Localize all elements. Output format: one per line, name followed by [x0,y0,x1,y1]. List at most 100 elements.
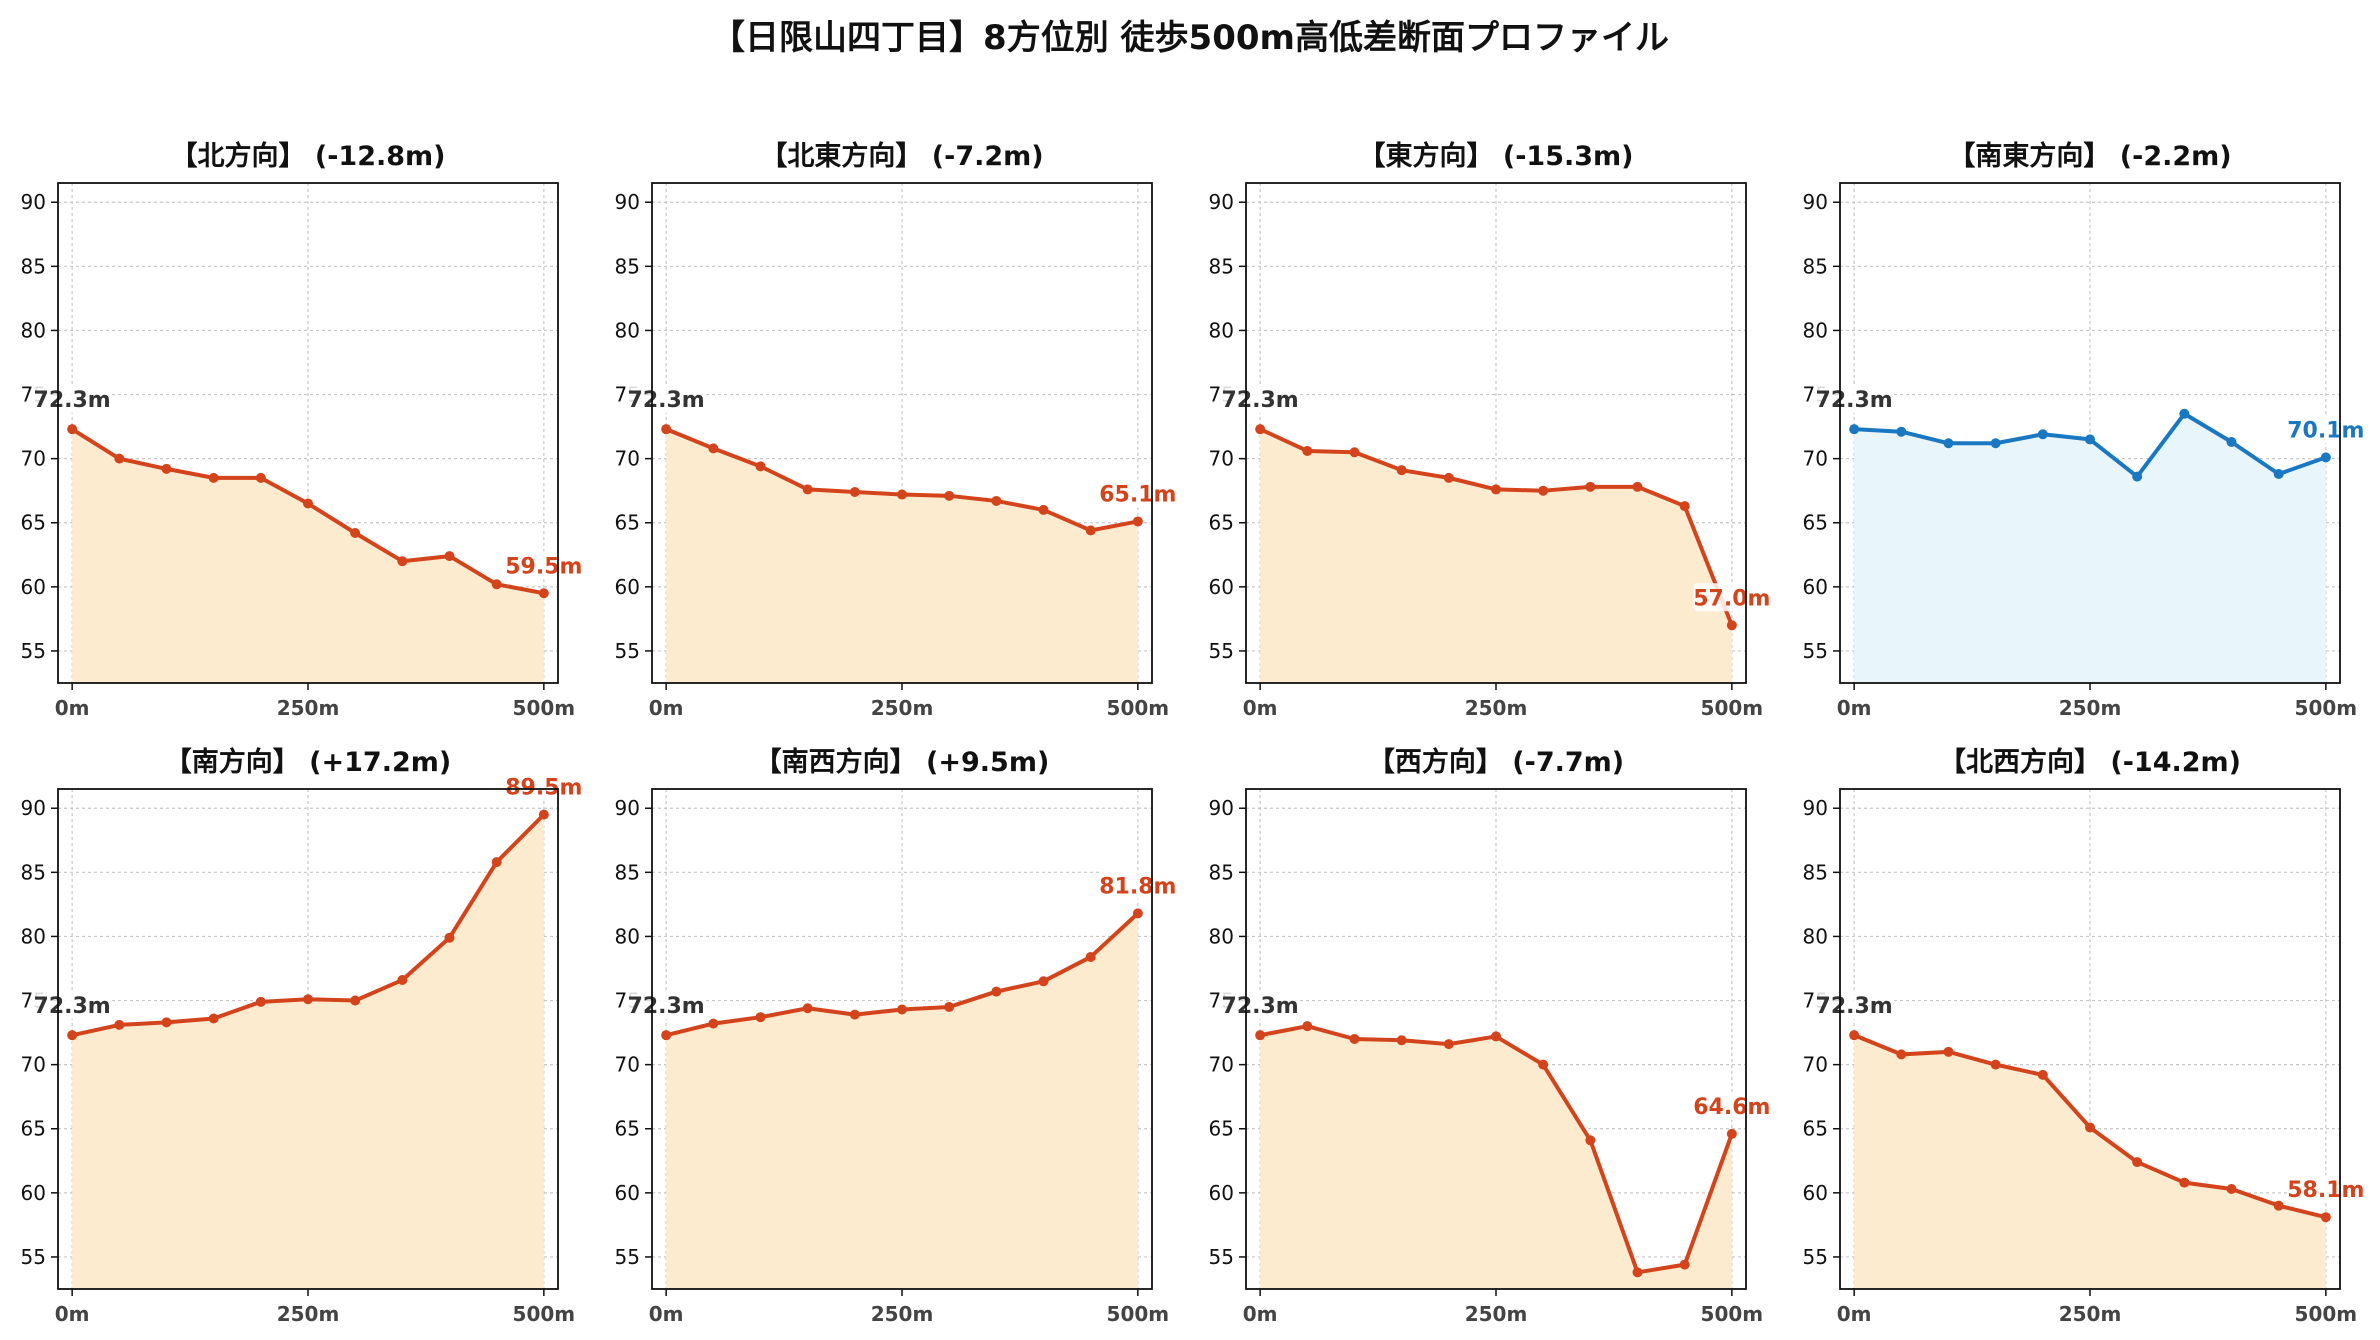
end-label-bg [505,551,582,580]
y-tick-label: 85 [21,254,46,278]
data-point [1943,1046,1954,1057]
y-tick-label: 80 [21,924,46,948]
data-point [708,443,719,454]
data-point [2320,452,2331,463]
data-point [1085,525,1096,536]
area-fill [666,429,1138,683]
y-tick-label: 65 [1209,511,1234,535]
data-point [2320,1212,2331,1223]
y-tick-label: 55 [1209,639,1234,663]
x-tick-label: 250m [277,696,340,720]
y-tick-label: 60 [1209,575,1234,599]
x-tick-label: 250m [2059,696,2122,720]
data-point [1896,426,1907,437]
data-point [161,1017,172,1028]
plot-frame [651,788,1153,1290]
x-tick-label: 500m [2295,696,2358,720]
x-tick-label: 500m [513,1302,576,1326]
y-tick-label: 85 [1803,860,1828,884]
data-point [661,424,672,435]
y-tick-label: 70 [21,1053,46,1077]
y-tick-label: 70 [1803,447,1828,471]
y-tick-label: 60 [1209,1181,1234,1205]
end-elevation-label: 81.8m [1099,874,1176,899]
plot-frame [1839,182,2341,684]
y-tick-label: 80 [1803,924,1828,948]
data-point [1443,472,1454,483]
start-label-bg [1814,385,1895,414]
y-tick-label: 90 [615,796,640,820]
y-tick-label: 60 [1803,575,1828,599]
y-tick-label: 80 [615,924,640,948]
start-label-bg [1814,991,1895,1020]
data-point [1491,1031,1501,1042]
end-elevation-label: 65.1m [1099,482,1176,507]
y-tick-label: 90 [1803,796,1828,820]
data-point [1632,1267,1643,1278]
x-tick-label: 0m [1837,1302,1872,1326]
y-tick-label: 70 [1209,1053,1234,1077]
y-tick-label: 70 [1803,1053,1828,1077]
end-elevation-label: 70.1m [2287,418,2364,443]
data-point [1396,1035,1407,1046]
data-point [2085,434,2095,445]
y-tick-label: 85 [1803,254,1828,278]
y-tick-label: 65 [21,511,46,535]
data-point [944,490,955,501]
data-point [303,498,313,509]
chart-title: 【南西方向】 (+9.5m) [755,746,1050,778]
y-tick-label: 55 [1803,639,1828,663]
end-label-bg [1099,871,1176,900]
data-point [755,461,766,472]
x-tick-label: 0m [649,1302,684,1326]
y-tick-label: 65 [615,511,640,535]
data-point [2273,1200,2284,1211]
x-tick-label: 0m [55,696,90,720]
data-point [708,1018,719,1029]
y-tick-label: 65 [1803,511,1828,535]
start-elevation-label: 72.3m [1222,994,1299,1019]
y-tick-label: 85 [21,860,46,884]
data-point [114,453,125,464]
end-elevation-label: 58.1m [2287,1178,2364,1203]
data-point [991,986,1002,997]
plot-frame [57,182,559,684]
x-tick-label: 250m [1465,1302,1528,1326]
data-point [1538,485,1549,496]
elevation-chart-1: 【北東方向】 (-7.2m)55606570758085900m250m500m… [615,140,1177,720]
data-point [538,809,549,820]
data-point [1255,424,1266,435]
y-tick-label: 90 [21,796,46,820]
x-tick-label: 500m [1107,1302,1170,1326]
data-point [849,1009,860,1020]
elevation-chart-7: 【北西方向】 (-14.2m)55606570758085900m250m500… [1803,746,2365,1326]
data-point [538,588,549,599]
plot-frame [1245,182,1747,684]
data-point [67,424,78,435]
y-tick-label: 70 [615,1053,640,1077]
start-label-bg [32,385,113,414]
start-elevation-label: 72.3m [1222,388,1299,413]
data-point [67,1030,78,1041]
data-point [255,472,266,483]
chart-title: 【南東方向】 (-2.2m) [1948,140,2231,172]
data-point [755,1012,766,1023]
start-elevation-label: 72.3m [628,994,705,1019]
data-point [208,472,219,483]
data-point [897,489,907,500]
end-label-bg [2287,1175,2364,1204]
y-tick-label: 55 [1209,1245,1234,1269]
y-tick-label: 80 [21,318,46,342]
y-tick-label: 90 [615,190,640,214]
chart-title: 【西方向】 (-7.7m) [1368,746,1624,778]
elevation-chart-2: 【東方向】 (-15.3m)55606570758085900m250m500m… [1209,140,1771,720]
y-tick-label: 55 [21,1245,46,1269]
data-point [1255,1030,1266,1041]
area-fill [72,429,544,683]
chart-title: 【北方向】 (-12.8m) [170,140,445,172]
data-point [2132,1157,2143,1168]
x-tick-label: 500m [513,696,576,720]
plot-frame [57,788,559,1290]
data-point [2226,1184,2237,1194]
y-tick-label: 70 [21,447,46,471]
